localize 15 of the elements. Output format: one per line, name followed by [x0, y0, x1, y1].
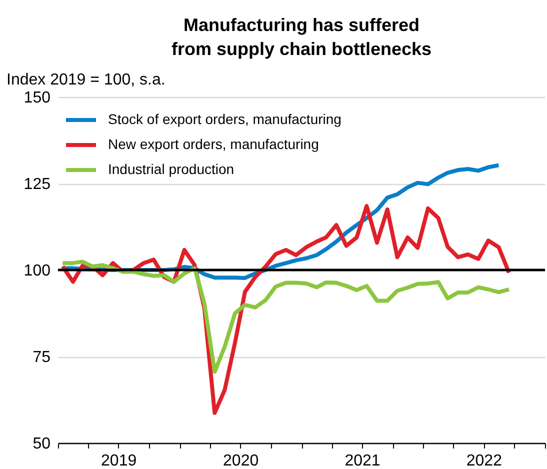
x-tick-label: 2019: [101, 452, 137, 469]
y-tick-label: 75: [32, 349, 51, 366]
y-tick-label: 125: [24, 176, 51, 193]
y-tick-label: 150: [24, 90, 51, 106]
legend-label: Industrial production: [108, 161, 234, 177]
y-axis-title: Index 2019 = 100, s.a.: [6, 72, 166, 88]
legend-label: New export orders, manufacturing: [108, 136, 319, 152]
chart-title: Manufacturing has suffered from supply chain bottlenecks: [171, 15, 432, 59]
x-tick-label: 2021: [344, 452, 380, 469]
legend-label: Stock of export orders, manufacturing: [108, 111, 342, 127]
line-series: [60, 260, 511, 374]
y-tick-label: 50: [32, 436, 51, 452]
x-tick-label: 2020: [223, 452, 259, 469]
x-tick-label: 2022: [466, 452, 502, 469]
y-tick-label: 100: [24, 262, 51, 280]
